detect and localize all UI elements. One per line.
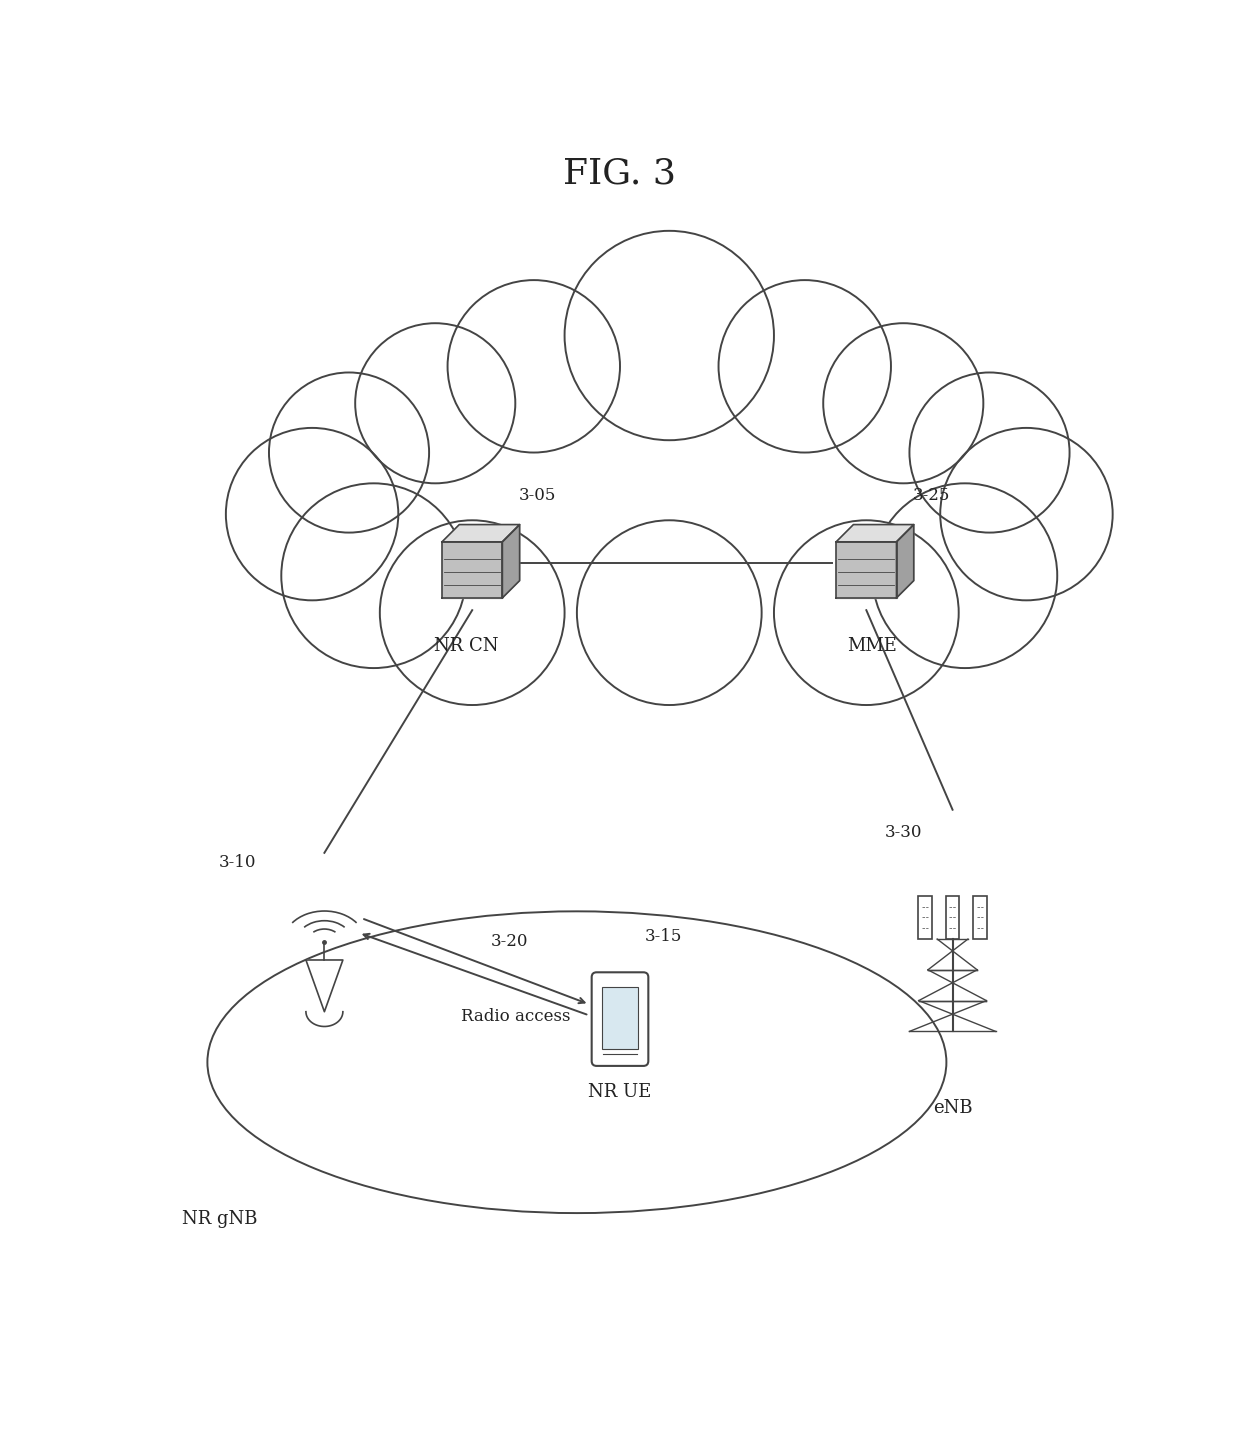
Polygon shape (306, 1011, 343, 1026)
Bar (973, 896, 987, 939)
Text: Radio access: Radio access (460, 1009, 570, 1026)
Text: 3-30: 3-30 (884, 823, 921, 841)
Text: NR CN: NR CN (434, 637, 498, 655)
Text: MME: MME (848, 637, 898, 655)
Text: NR UE: NR UE (588, 1084, 652, 1101)
Polygon shape (441, 541, 502, 598)
Text: 3-10: 3-10 (219, 854, 257, 871)
Text: 3-15: 3-15 (645, 928, 682, 945)
Ellipse shape (207, 912, 946, 1213)
Polygon shape (502, 525, 520, 598)
Polygon shape (306, 959, 343, 1011)
Bar (601, 987, 639, 1049)
Polygon shape (897, 525, 914, 598)
Text: NR gNB: NR gNB (182, 1210, 258, 1229)
Polygon shape (441, 525, 520, 541)
FancyBboxPatch shape (591, 972, 649, 1066)
Bar (918, 896, 931, 939)
Text: eNB: eNB (932, 1100, 972, 1117)
Text: FIG. 3: FIG. 3 (563, 156, 677, 191)
Polygon shape (836, 541, 897, 598)
Bar (946, 896, 960, 939)
Text: 3-20: 3-20 (490, 933, 528, 951)
Polygon shape (836, 525, 914, 541)
Text: 3-25: 3-25 (913, 488, 951, 504)
Text: 3-05: 3-05 (520, 488, 557, 504)
